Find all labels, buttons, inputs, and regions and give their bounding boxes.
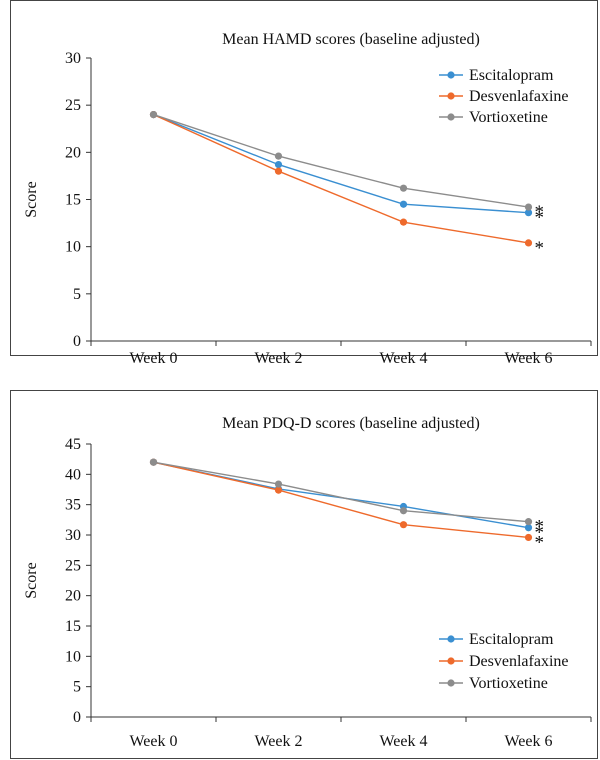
hamd-y-tick-label: 20 [65,144,81,161]
pdqd-line-chart: Mean PDQ-D scores (baseline adjusted) Sco… [23,415,592,750]
pdqd-x-tick-label: Week 0 [129,733,177,750]
pdqd-y-tick-label: 15 [65,618,81,635]
hamd-y-tick-label: 5 [73,286,81,303]
hamd-y-tick-label: 30 [65,50,81,67]
hamd-significance-asterisk: * [535,238,545,259]
pdqd-legend-label: Desvenlafaxine [469,653,569,670]
pdqd-x-tick-label: Week 6 [504,733,552,750]
hamd-data-point-desvenlafaxine [274,167,283,175]
pdqd-significance-asterisk: * [535,523,545,544]
hamd-significance-asterisk: * [535,202,545,223]
hamd-legend-swatch-marker [447,113,455,121]
hamd-x-tick-label: Week 6 [504,350,552,367]
pdqd-y-tick-label: 40 [65,466,81,483]
hamd-legend-label: Escitalopram [469,67,554,84]
pdqd-chart-title: Mean PDQ-D scores (baseline adjusted) [222,415,480,432]
hamd-chart-panel: Mean HAMD scores (baseline adjusted) Scor… [10,0,598,367]
pdqd-series-line-desvenlafaxine [153,461,529,539]
pdqd-y-tick-label: 45 [65,436,81,453]
hamd-data-point-escitalopram [399,200,408,208]
hamd-x-tick-label: Week 2 [254,350,302,367]
hamd-data-point-desvenlafaxine [399,218,408,226]
pdqd-legend-label: Escitalopram [469,631,554,648]
pdqd-y-tick-label: 25 [65,557,81,574]
pdqd-legend-swatch-marker [447,635,455,643]
pdqd-series-line-vortioxetine [153,461,529,523]
hamd-data-point-escitalopram [274,160,283,169]
pdqd-y-axis-label: Score [23,562,40,598]
hamd-series-line-desvenlafaxine [153,113,529,244]
pdqd-x-tick-label: Week 4 [379,733,427,750]
hamd-data-point-escitalopram [524,209,533,217]
pdqd-data-point-vortioxetine [524,518,533,526]
hamd-y-tick-label: 15 [65,192,81,209]
hamd-y-tick-label: 25 [65,97,81,114]
pdqd-y-tick-label: 10 [65,648,81,665]
hamd-x-tick-label: Week 0 [129,350,177,367]
pdqd-legend-swatch-marker [447,657,455,665]
hamd-data-point-vortioxetine [524,203,533,211]
pdqd-data-point-desvenlafaxine [524,533,533,542]
pdqd-y-tick-label: 0 [73,709,81,726]
hamd-x-tick-label: Week 4 [379,350,427,367]
pdqd-data-point-escitalopram [524,524,533,532]
pdqd-data-point-vortioxetine [399,507,408,515]
hamd-y-tick-label: 10 [65,239,81,256]
hamd-series-line-escitalopram [153,113,529,214]
pdqd-y-tick-label: 35 [65,497,81,514]
pdqd-significance-asterisk: * [535,532,545,553]
pdqd-legend-swatch-marker [447,679,455,687]
hamd-data-point-vortioxetine [274,152,283,160]
hamd-line-chart: Mean HAMD scores (baseline adjusted) Scor… [23,31,592,367]
hamd-legend-swatch-marker [447,71,455,79]
hamd-data-point-vortioxetine [399,184,408,192]
pdqd-data-point-desvenlafaxine [274,486,283,494]
hamd-y-axis-label: Score [23,181,40,217]
pdqd-y-tick-label: 5 [73,679,81,696]
pdqd-y-tick-label: 30 [65,527,81,544]
pdqd-chart-panel: Mean PDQ-D scores (baseline adjusted) Sco… [10,390,598,759]
pdqd-x-tick-label: Week 2 [254,733,302,750]
hamd-chart-title: Mean HAMD scores (baseline adjusted) [222,31,480,48]
pdqd-y-tick-label: 20 [65,588,81,605]
hamd-y-tick-label: 0 [73,333,81,350]
pdqd-data-point-vortioxetine [149,458,158,466]
hamd-legend-label: Desvenlafaxine [469,88,569,105]
hamd-series-line-vortioxetine [153,113,529,208]
pdqd-data-point-desvenlafaxine [399,521,408,529]
pdqd-significance-asterisk: * [535,517,545,538]
hamd-data-point-desvenlafaxine [524,239,533,247]
hamd-legend-label: Vortioxetine [469,109,548,126]
pdqd-legend-label: Vortioxetine [469,675,548,692]
hamd-data-point-vortioxetine [149,111,158,119]
hamd-legend-swatch-marker [447,92,455,100]
hamd-significance-asterisk: * [535,208,545,229]
pdqd-data-point-vortioxetine [274,480,283,488]
